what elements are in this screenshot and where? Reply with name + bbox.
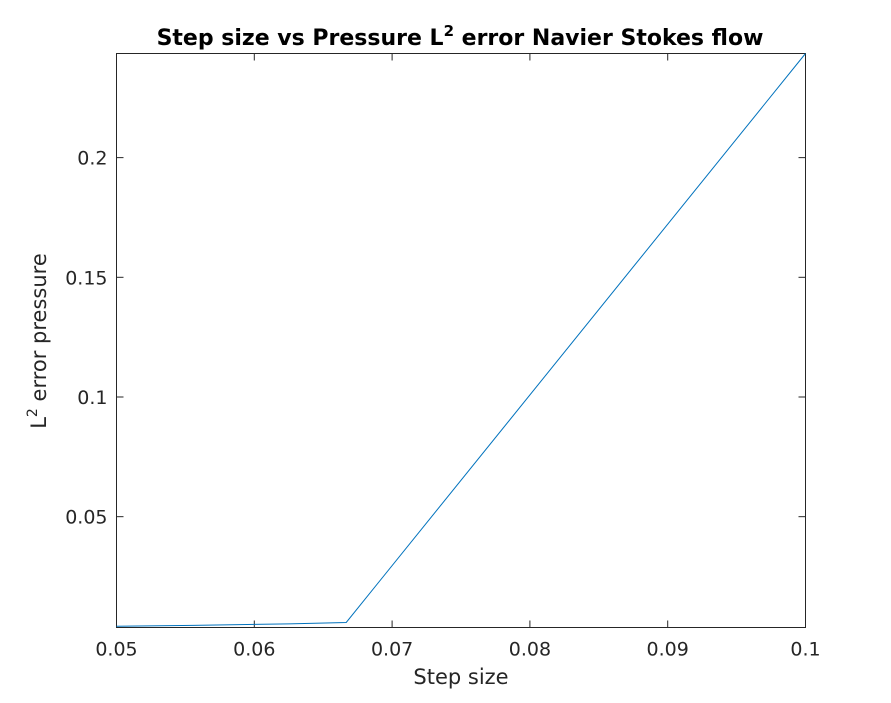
x-tick-label: 0.09	[647, 639, 689, 661]
series-line	[116, 53, 806, 627]
y-axis-label-main: L	[27, 417, 51, 429]
chart-title: Step size vs Pressure L2 error Navier St…	[157, 22, 764, 51]
x-tick-label: 0.1	[790, 639, 820, 661]
y-axis-label-superscript: 2	[25, 408, 41, 417]
x-axis-tick-labels: 0.05 0.06 0.07 0.08 0.09 0.1	[95, 639, 820, 661]
x-tick-label: 0.07	[371, 639, 413, 661]
chart-title-superscript: 2	[444, 22, 454, 40]
y-tick-label: 0.1	[77, 387, 107, 409]
y-tick-label: 0.2	[77, 148, 107, 170]
x-axis-label: Step size	[413, 665, 508, 689]
x-tick-label: 0.06	[233, 639, 275, 661]
x-tick-label: 0.05	[95, 639, 137, 661]
y-tick-label: 0.15	[65, 267, 107, 289]
series-group	[116, 53, 806, 627]
x-axis-ticks	[116, 53, 806, 628]
chart-title-rest: error Navier Stokes flow	[454, 26, 763, 51]
y-tick-label: 0.05	[65, 507, 107, 529]
y-axis-tick-labels: 0.05 0.1 0.15 0.2	[65, 148, 107, 529]
y-axis-ticks	[116, 157, 806, 518]
x-tick-label: 0.08	[509, 639, 551, 661]
chart-title-main: Step size vs Pressure L	[157, 26, 444, 51]
y-axis-label: L2 error pressure	[25, 253, 51, 429]
plot-area-frame	[116, 53, 806, 628]
y-axis-label-rest: error pressure	[27, 253, 51, 408]
